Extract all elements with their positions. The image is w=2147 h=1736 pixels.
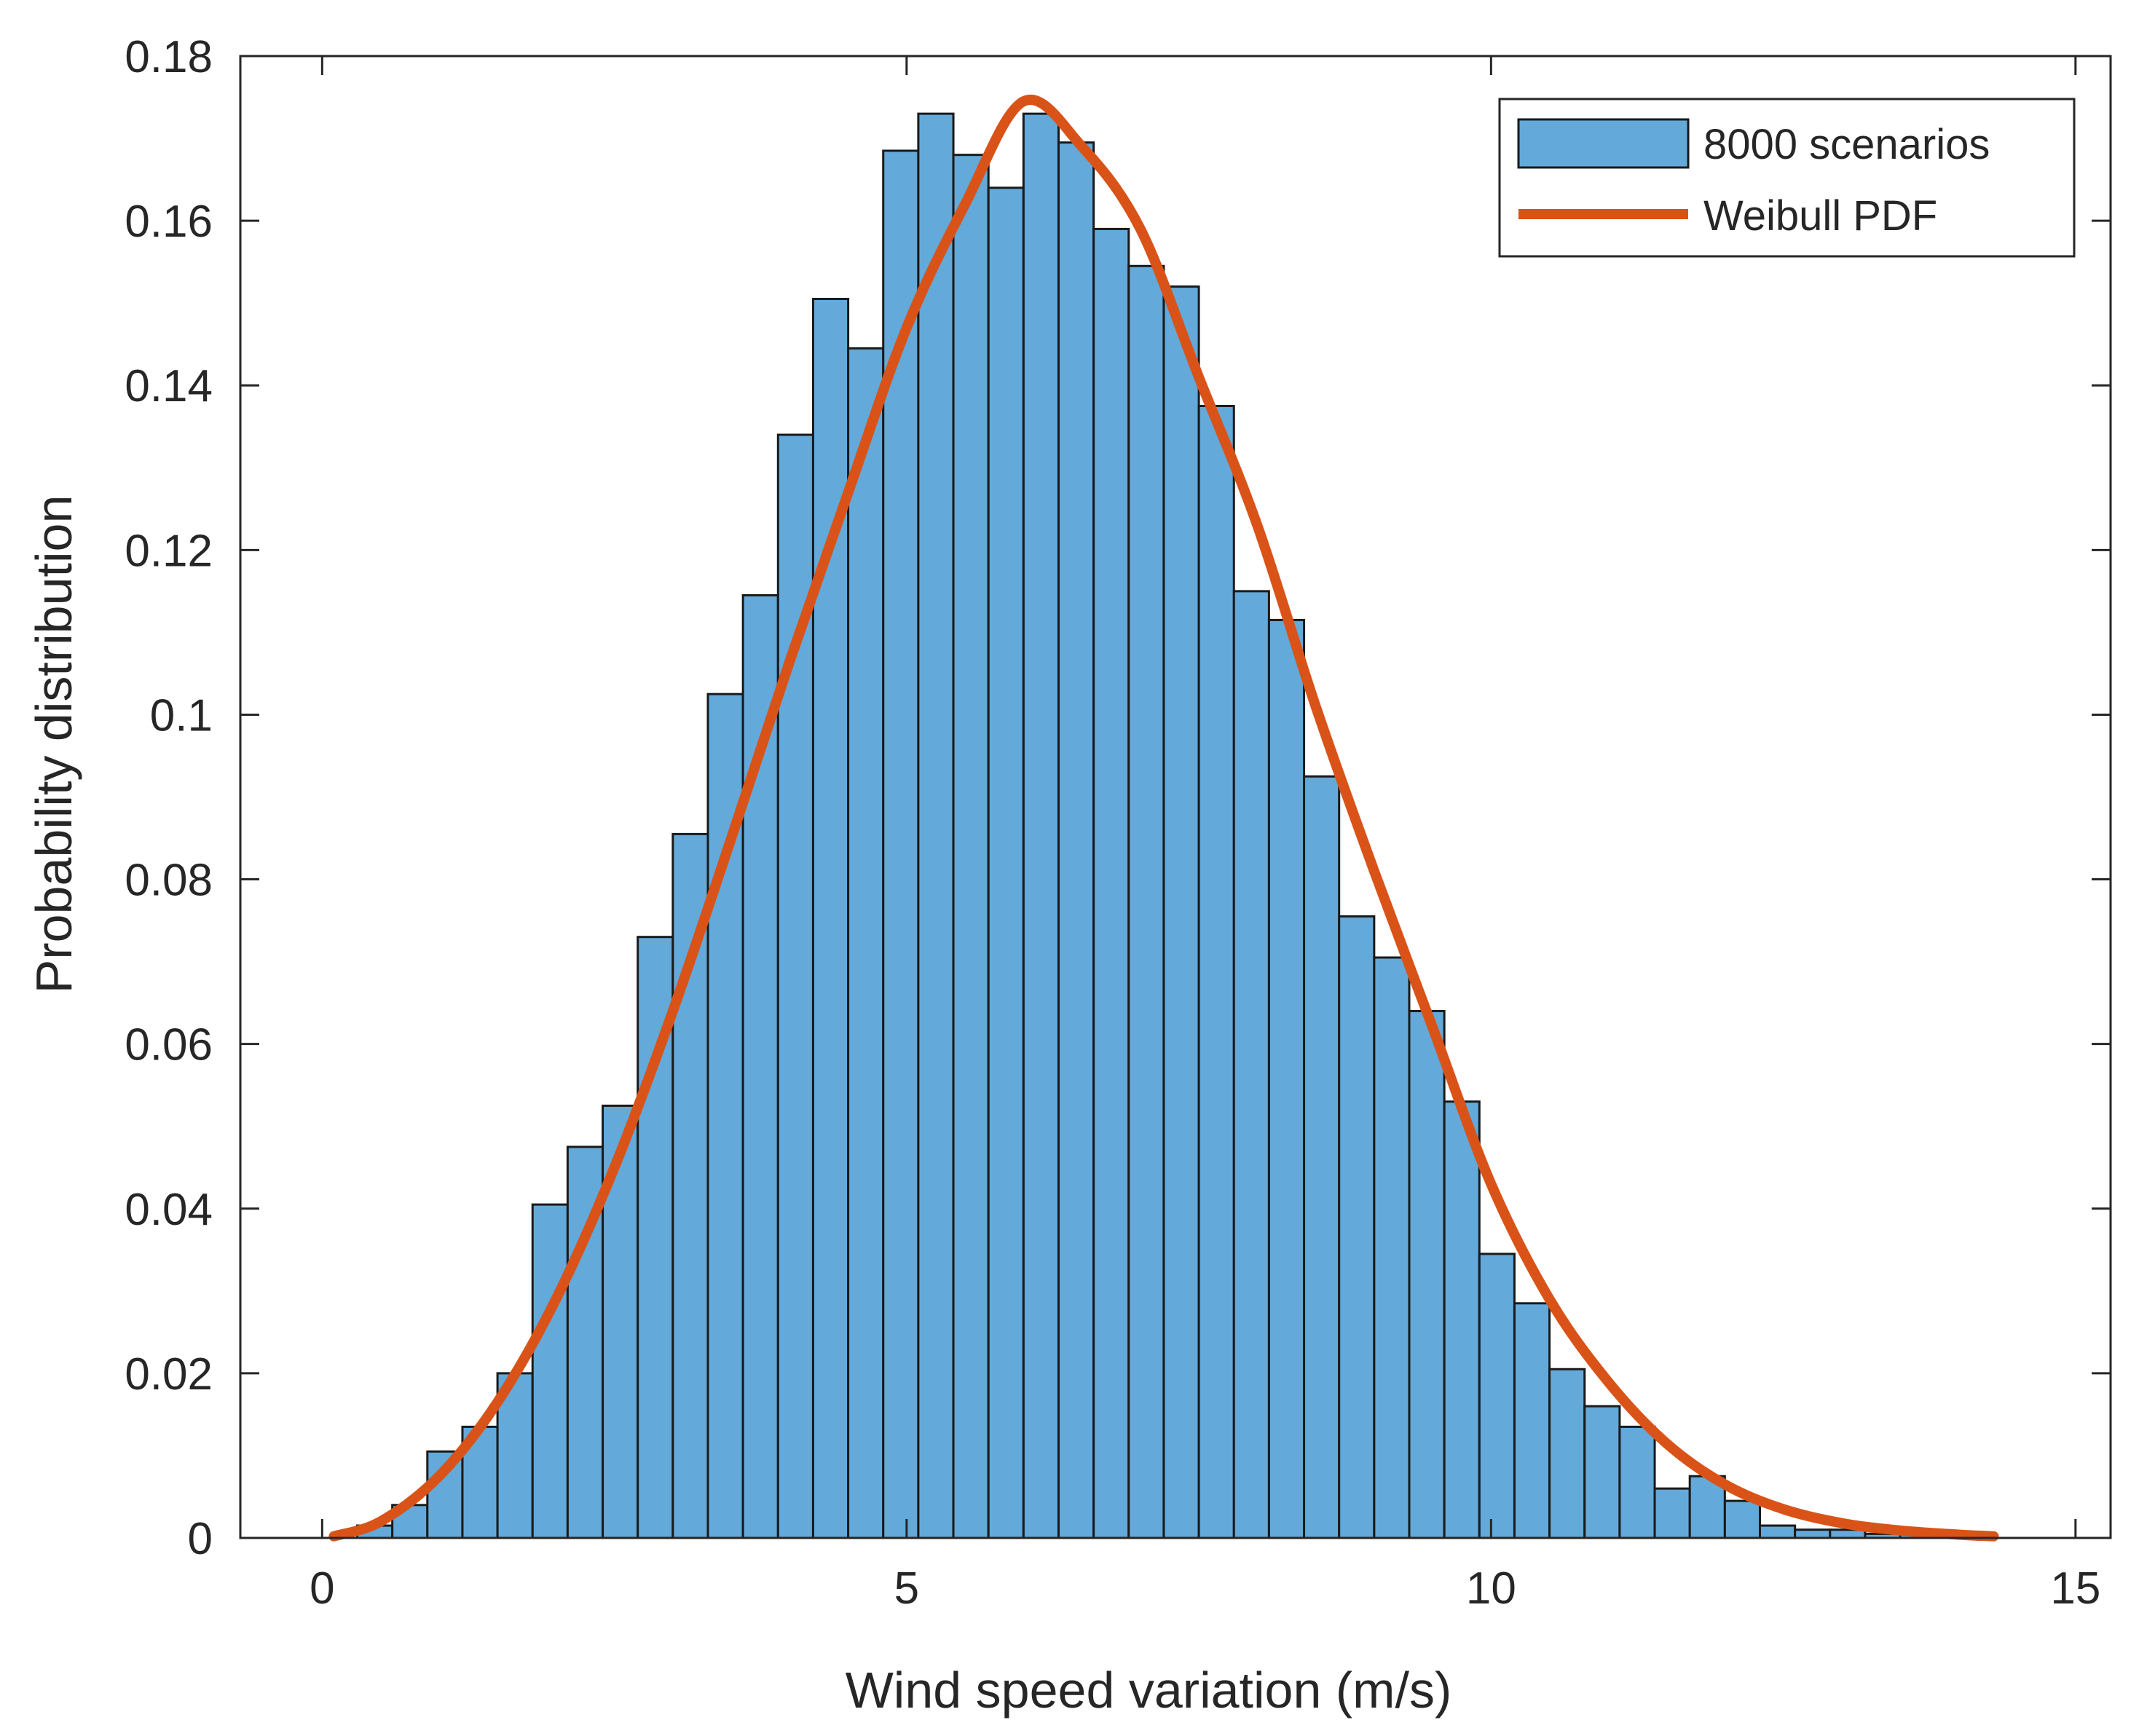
x-tick-label: 10 [1466, 1563, 1516, 1614]
x-tick-label: 15 [2050, 1563, 2100, 1614]
legend: 8000 scenarios Weibull PDF [1498, 98, 2076, 258]
x-tick-label: 0 [310, 1563, 334, 1614]
histogram-bar [1653, 1487, 1691, 1539]
x-axis-title: Wind speed variation (m/s) [846, 1662, 1452, 1719]
histogram-bar [882, 149, 920, 1539]
histogram-bar [1373, 956, 1411, 1539]
legend-label-weibull-pdf: Weibull PDF [1703, 192, 1937, 240]
x-tick-label: 5 [894, 1563, 919, 1614]
histogram-bar [1723, 1499, 1762, 1539]
y-tick-label: 0.1 [150, 690, 213, 741]
histogram-bar [1197, 404, 1235, 1539]
axis-ticks: 0 5 10 15 0 0.02 0.04 0.06 0.08 0.1 0.12 0.14 0.16 0.… [125, 32, 2111, 1614]
legend-swatch-histogram [1517, 118, 1690, 169]
histogram-bar [1443, 1100, 1481, 1539]
histogram-bar [1794, 1528, 1832, 1539]
histogram-bar [1338, 915, 1376, 1539]
histogram-bar [1583, 1405, 1621, 1539]
y-tick-label: 0.16 [125, 197, 213, 247]
y-tick-label: 0.06 [125, 1020, 213, 1070]
histogram-bar [987, 186, 1025, 1539]
legend-label-histogram: 8000 scenarios [1703, 121, 1990, 168]
histogram-bar [811, 298, 850, 1539]
weibull-pdf-line [328, 95, 1999, 1542]
histogram-bar [1162, 285, 1200, 1539]
histogram-bar [1618, 1425, 1656, 1539]
histogram-bar [1478, 1252, 1516, 1539]
histogram-bar [1303, 775, 1341, 1539]
histogram-bar [847, 347, 885, 1539]
histogram-bar [1057, 141, 1095, 1539]
y-tick-label: 0.18 [125, 32, 213, 82]
y-tick-label: 0.08 [125, 856, 213, 906]
histogram-bar [952, 154, 990, 1539]
axes-box [239, 55, 2112, 1539]
y-tick-label: 0 [188, 1514, 213, 1564]
histogram-bar [1232, 590, 1270, 1539]
histogram-bar [1092, 227, 1130, 1539]
histogram-bar [1267, 618, 1306, 1539]
histogram-bar [1759, 1524, 1797, 1539]
histogram-bar [1408, 1009, 1446, 1539]
y-tick-label: 0.12 [125, 526, 213, 576]
y-tick-label: 0.02 [125, 1349, 213, 1400]
histogram-bar [1548, 1368, 1586, 1539]
histogram-bar [917, 112, 955, 1539]
weibull-curve-layer [328, 95, 1999, 1542]
histogram-bar [1513, 1302, 1551, 1539]
histogram-bar [1022, 112, 1060, 1539]
histogram-bar [531, 1203, 569, 1539]
histogram-bar [1127, 264, 1165, 1539]
y-tick-label: 0.04 [125, 1185, 213, 1235]
y-axis-title: Probability distribution [25, 495, 82, 994]
axes [239, 55, 2112, 1539]
y-tick-label: 0.14 [125, 361, 213, 411]
